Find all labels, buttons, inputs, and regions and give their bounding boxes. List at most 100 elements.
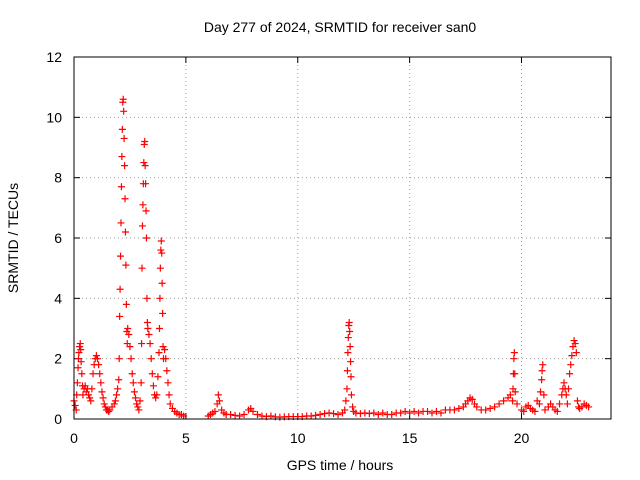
data-point [141, 137, 149, 145]
data-point [240, 410, 248, 418]
data-point [432, 407, 440, 415]
chart-title: Day 277 of 2024, SRMTID for receiver san… [204, 19, 477, 35]
data-point [146, 340, 154, 348]
data-point [346, 328, 354, 336]
data-point [145, 331, 153, 339]
data-point [343, 367, 351, 375]
data-point [164, 379, 172, 387]
data-point [535, 400, 543, 408]
data-point [365, 410, 373, 418]
data-point [334, 410, 342, 418]
data-point [567, 361, 575, 369]
y-tick-label: 2 [54, 351, 62, 367]
data-point [473, 403, 481, 411]
data-point [115, 355, 123, 363]
data-point [468, 395, 476, 403]
y-tick-label: 4 [54, 290, 62, 306]
data-point [570, 337, 578, 345]
data-point [71, 401, 79, 409]
data-point [122, 261, 130, 269]
data-point [77, 358, 85, 366]
data-point [486, 404, 494, 412]
data-point [495, 400, 503, 408]
data-point [135, 406, 143, 414]
data-point [86, 394, 94, 402]
data-point [321, 410, 329, 418]
data-point [538, 367, 546, 375]
data-point [136, 397, 144, 405]
data-point [361, 409, 369, 417]
data-point [120, 134, 128, 142]
tick-labels: 0 5 10 15 20 0 2 4 6 8 10 12 [46, 49, 529, 446]
data-point [571, 340, 579, 348]
data-point [132, 394, 140, 402]
data-point [249, 407, 257, 415]
data-point [87, 397, 95, 405]
data-point [85, 391, 93, 399]
data-point [157, 237, 165, 245]
data-point [114, 385, 122, 393]
data-point [129, 379, 137, 387]
data-point [424, 407, 432, 415]
data-points [70, 95, 593, 421]
data-point [95, 361, 103, 369]
data-point [330, 410, 338, 418]
data-point [78, 370, 86, 378]
data-point [500, 397, 508, 405]
data-point [553, 407, 561, 415]
data-point [116, 312, 124, 320]
data-point [89, 370, 97, 378]
data-point [76, 340, 84, 348]
data-point [88, 385, 96, 393]
data-point [77, 346, 85, 354]
data-point [344, 334, 352, 342]
data-point [105, 407, 113, 415]
data-point [214, 391, 222, 399]
data-point [450, 406, 458, 414]
data-point [531, 407, 539, 415]
data-point [406, 409, 414, 417]
data-point [138, 222, 146, 230]
data-point [125, 331, 133, 339]
data-point [140, 159, 148, 167]
data-point [97, 379, 105, 387]
data-point [253, 410, 261, 418]
data-point [153, 391, 161, 399]
x-axis-label: GPS time / hours [287, 457, 394, 473]
data-point [510, 349, 518, 357]
y-tick-label: 6 [54, 230, 62, 246]
data-point [117, 219, 125, 227]
data-point [117, 183, 125, 191]
data-point [120, 107, 128, 115]
data-point [128, 370, 136, 378]
data-point [142, 234, 150, 242]
data-point [158, 279, 166, 287]
data-point [138, 340, 146, 348]
data-point [356, 410, 364, 418]
data-point [96, 370, 104, 378]
data-point [541, 406, 549, 414]
data-point [133, 400, 141, 408]
data-point [124, 325, 132, 332]
data-point [74, 364, 82, 372]
data-point [415, 409, 423, 417]
data-point [163, 367, 171, 375]
data-point [155, 349, 163, 357]
data-point [154, 373, 162, 381]
data-point [156, 294, 164, 302]
data-point [428, 409, 436, 417]
data-point [562, 391, 570, 399]
data-point [152, 394, 160, 402]
data-point [130, 388, 138, 396]
data-point [307, 412, 315, 420]
data-point [540, 391, 548, 399]
data-point [126, 343, 134, 351]
data-point [572, 349, 580, 357]
data-point [537, 388, 545, 396]
data-point [166, 400, 174, 408]
data-point [115, 376, 123, 384]
data-point [116, 285, 124, 293]
data-point [227, 410, 235, 418]
data-point [539, 361, 547, 369]
